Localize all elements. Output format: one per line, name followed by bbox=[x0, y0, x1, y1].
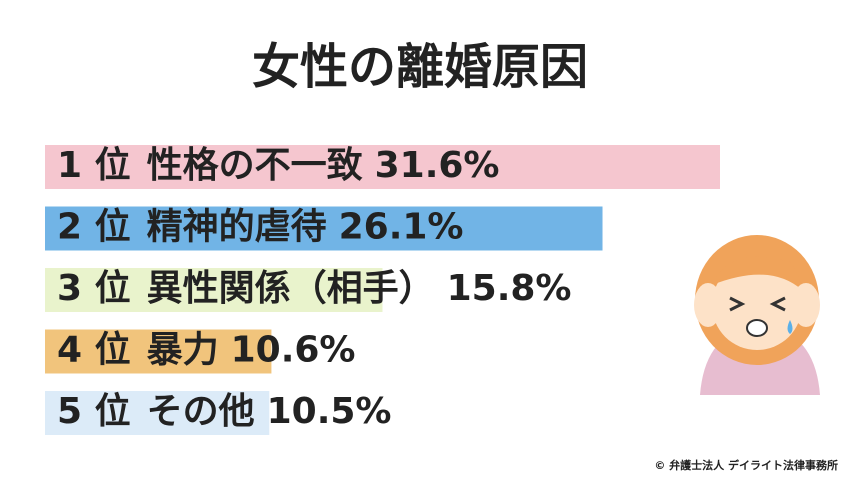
bar bbox=[45, 329, 272, 374]
category-label: 精神的虐待 bbox=[147, 207, 327, 248]
bangs bbox=[712, 256, 802, 290]
category-label: 性格の不一致 bbox=[147, 145, 363, 186]
bar bbox=[45, 391, 270, 435]
chart-title: 女性の離婚原因 bbox=[252, 39, 588, 95]
category-label: 暴力 bbox=[147, 330, 219, 371]
value-label: 31.6% bbox=[375, 145, 500, 186]
hand bbox=[792, 283, 820, 327]
bar bbox=[45, 206, 603, 251]
credit: © 弁護士法人 デイライト法律事務所 bbox=[654, 458, 838, 472]
eyes bbox=[729, 296, 786, 312]
rank-label: 2 位 bbox=[57, 207, 131, 248]
value-label: 10.5% bbox=[267, 391, 392, 432]
rank-label: 3 位 bbox=[57, 268, 131, 309]
bar bbox=[45, 268, 383, 312]
illustration bbox=[694, 235, 820, 395]
rank-label: 5 位 bbox=[57, 391, 131, 432]
face bbox=[712, 260, 802, 350]
value-label: 10.6% bbox=[231, 330, 356, 371]
value-label: 26.1% bbox=[339, 207, 464, 248]
category-label: 異性関係（相手） bbox=[147, 268, 435, 309]
tear bbox=[787, 320, 793, 334]
mouth bbox=[746, 319, 768, 337]
value-label: 15.8% bbox=[447, 268, 572, 309]
rank-label: 1 位 bbox=[57, 145, 131, 186]
category-label: その他 bbox=[147, 391, 255, 432]
hand bbox=[694, 283, 722, 327]
rank-label: 4 位 bbox=[57, 330, 131, 371]
bar bbox=[45, 145, 720, 189]
